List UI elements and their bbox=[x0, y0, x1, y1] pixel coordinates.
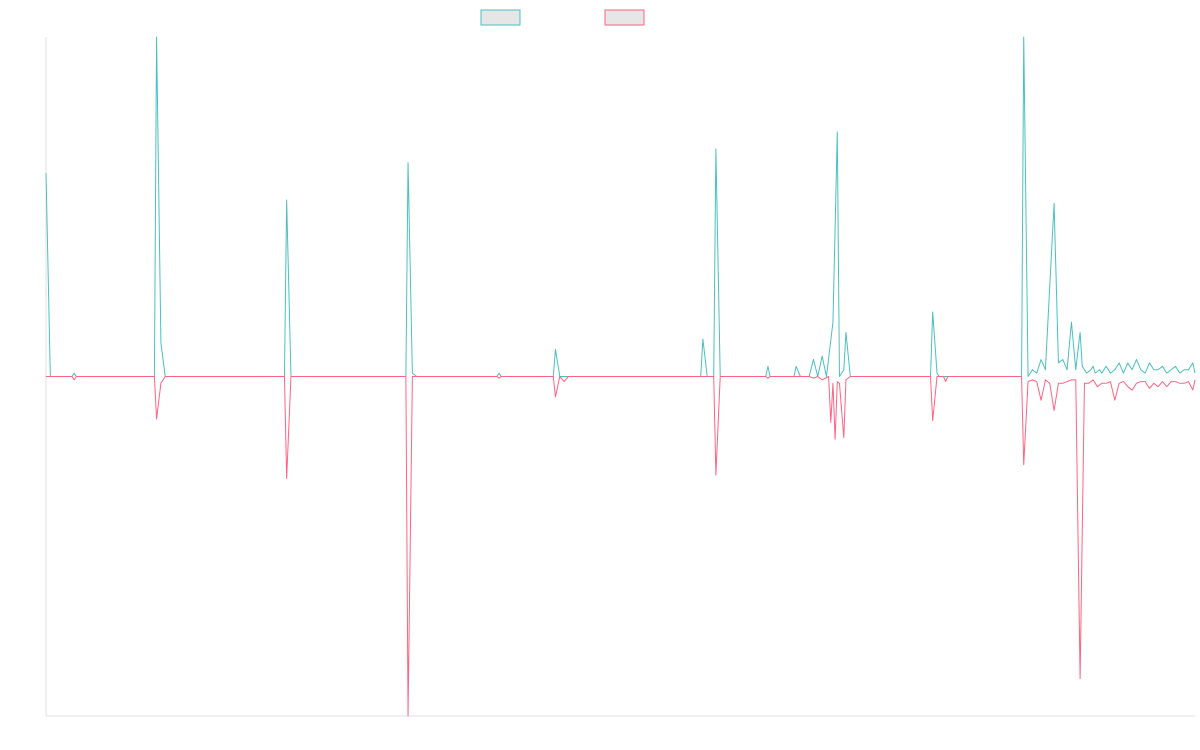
series-layer bbox=[45, 36, 1196, 717]
series-line-2 bbox=[46, 376, 1196, 717]
legend-swatch-series-2[interactable] bbox=[604, 9, 645, 26]
series-line-1 bbox=[45, 36, 1196, 377]
legend[interactable] bbox=[480, 9, 645, 26]
legend-swatch-series-1[interactable] bbox=[480, 9, 521, 26]
